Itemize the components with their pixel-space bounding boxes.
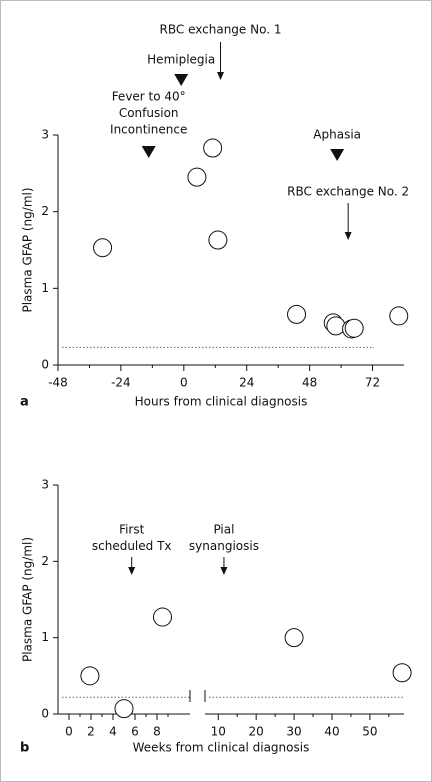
x-tick-label: 4 [109,725,117,739]
annotation-text: Fever to 40° [112,90,186,104]
x-tick-label: 2 [87,725,95,739]
annotation-text: Aphasia [313,128,361,142]
data-point [392,663,412,683]
y-tick-label: 3 [41,478,49,492]
x-tick-label: -48 [48,376,68,390]
x-tick-label: 10 [211,725,226,739]
annotation-arrowhead [217,72,225,80]
x-tick-label: 40 [324,725,339,739]
annotation-text: Incontinence [110,123,187,137]
y-tick-label: 2 [41,204,49,218]
annotation-arrowhead [344,232,352,240]
y-tick-label: 0 [41,358,49,372]
annotation-triangle [330,149,345,161]
data-point [284,628,304,648]
data-point [153,607,172,627]
annotation-text: scheduled Tx [92,539,172,553]
y-tick-label: 1 [41,630,49,644]
y-tick-label: 3 [41,128,49,142]
annotation-arrowhead [220,567,228,575]
y-tick-label: 0 [41,707,49,721]
data-point [187,167,207,187]
data-point [203,138,223,158]
x-tick-label: 24 [239,376,254,390]
x-axis-label: Weeks from clinical diagnosis [133,741,310,755]
x-tick-label: 20 [249,725,264,739]
x-tick-label: 6 [131,725,139,739]
x-tick-label: 50 [362,725,377,739]
y-tick-label: 2 [41,554,49,568]
annotation-triangle [174,74,189,86]
data-point [344,318,364,338]
annotation-triangle [141,146,156,158]
annotation-text: RBC exchange No. 1 [160,23,282,37]
data-point [80,666,100,686]
y-axis-label: Plasma GFAP (ng/ml) [21,537,35,662]
x-tick-label: 0 [65,725,73,739]
data-point [208,230,228,250]
annotation-text: synangiosis [189,539,259,553]
x-tick-label: 8 [153,725,161,739]
x-tick-label: 0 [180,376,188,390]
annotation-text: Confusion [119,106,179,120]
y-tick-label: 1 [41,281,49,295]
data-point [389,306,409,326]
x-tick-label: 48 [302,376,317,390]
x-tick-label: 72 [365,376,380,390]
data-point [326,316,346,336]
panel-label: a [20,395,29,410]
y-axis-label: Plasma GFAP (ng/ml) [21,187,35,312]
x-tick-label: -24 [111,376,131,390]
annotation-text: RBC exchange No. 2 [287,185,409,199]
annotation-text: Hemiplegia [147,53,215,67]
x-tick-label: 30 [286,725,301,739]
annotation-arrowhead [128,567,136,575]
x-axis-label: Hours from clinical diagnosis [135,395,308,409]
data-point [93,238,113,258]
annotation-text: Pial [213,523,234,537]
panel-label: b [20,741,29,756]
data-point [114,699,134,719]
data-point [287,304,307,324]
annotation-text: First [119,523,145,537]
